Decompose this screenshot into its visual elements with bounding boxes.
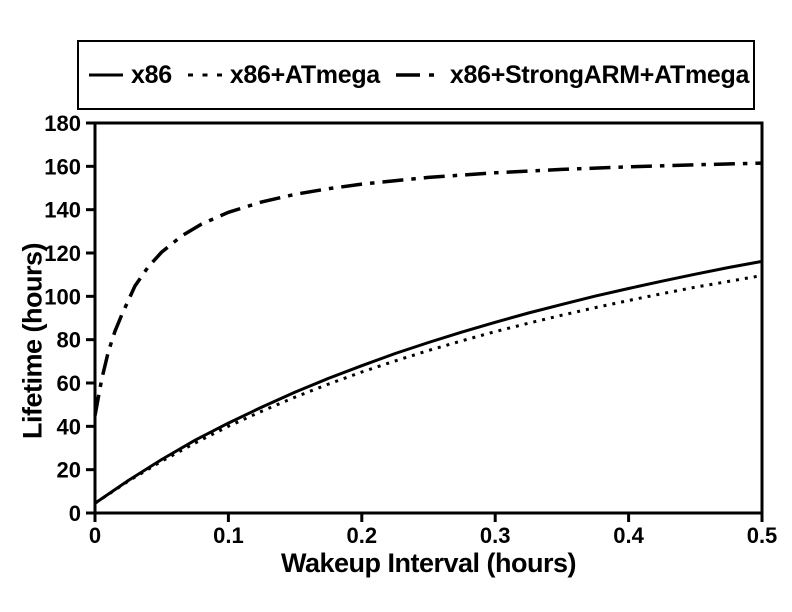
y-tick-label: 120 <box>44 241 81 266</box>
plot-frame <box>93 121 764 515</box>
y-axis-title-text: Lifetime (hours) <box>17 242 48 440</box>
legend-label: x86+StrongARM+ATmega <box>449 60 750 89</box>
y-tick-label: 0 <box>69 501 81 526</box>
x-tick-label: 0.1 <box>213 523 244 548</box>
legend-item: x86+StrongARM+ATmega <box>395 60 750 90</box>
y-tick-label: 20 <box>57 458 81 483</box>
y-tick-label: 180 <box>44 111 81 136</box>
x-tick-label: 0.2 <box>347 523 378 548</box>
curve-dashdot <box>93 161 763 416</box>
legend-line-sample-dotted <box>187 73 222 77</box>
y-tick-label: 60 <box>57 371 81 396</box>
x-axis-title: Wakeup Interval (hours) <box>280 548 577 578</box>
x-tick-label: 0.4 <box>613 523 644 548</box>
legend-line-sample-dashdot <box>395 73 442 77</box>
legend-item: x86+ATmega <box>187 60 380 90</box>
y-tick-label: 140 <box>44 198 81 223</box>
legend: x86 x86+ATmega x86+StrongARM+ATmega <box>77 40 755 110</box>
y-tick-label: 100 <box>44 284 81 309</box>
legend-item: x86 <box>89 61 172 90</box>
legend-label: x86 <box>131 60 172 89</box>
y-tick-label: 80 <box>57 328 81 353</box>
curve-dotted <box>94 274 763 505</box>
y-tick-label: 160 <box>44 154 81 179</box>
x-tick-label: 0.3 <box>480 523 511 548</box>
x-tick-label: 0 <box>89 523 101 548</box>
legend-label: x86+ATmega <box>229 60 380 89</box>
legend-line-sample-solid <box>89 73 123 77</box>
curve-solid <box>94 259 763 505</box>
y-tick-label: 40 <box>57 414 81 439</box>
x-tick-label: 0.5 <box>747 523 778 548</box>
